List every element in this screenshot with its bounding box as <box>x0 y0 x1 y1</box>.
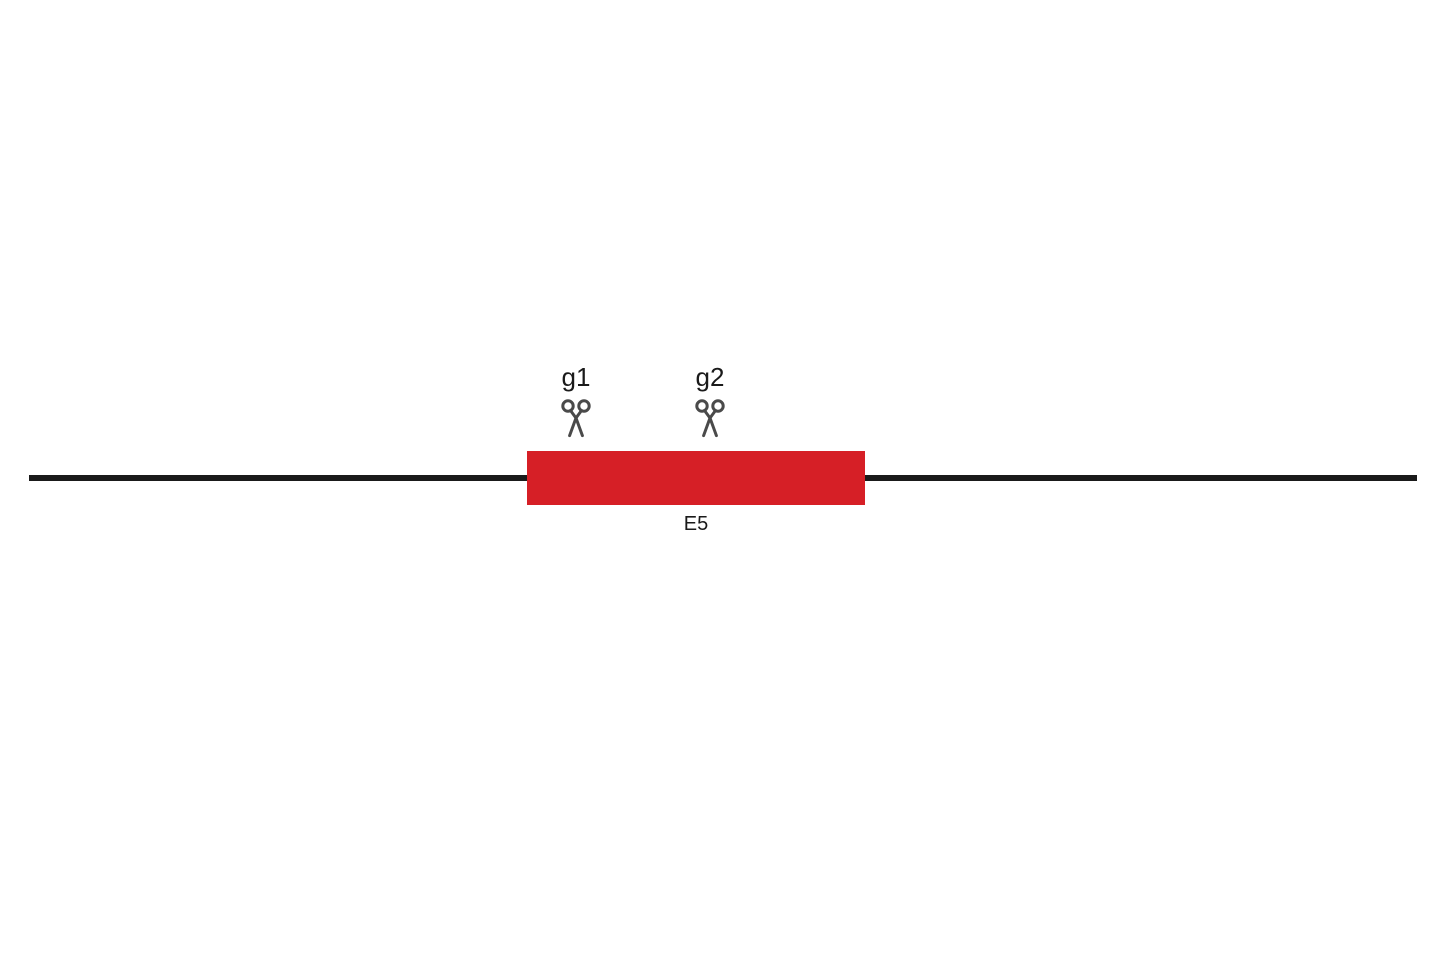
genome-line-left <box>29 475 527 481</box>
scissors-icon <box>556 398 596 438</box>
genome-line-right <box>865 475 1417 481</box>
guide-label-g1: g1 <box>536 362 616 393</box>
gene-diagram: E5 g1 g2 <box>0 0 1440 960</box>
guide-label-g2: g2 <box>670 362 750 393</box>
exon-box <box>527 451 865 505</box>
exon-label: E5 <box>527 513 865 536</box>
scissors-icon <box>690 398 730 438</box>
